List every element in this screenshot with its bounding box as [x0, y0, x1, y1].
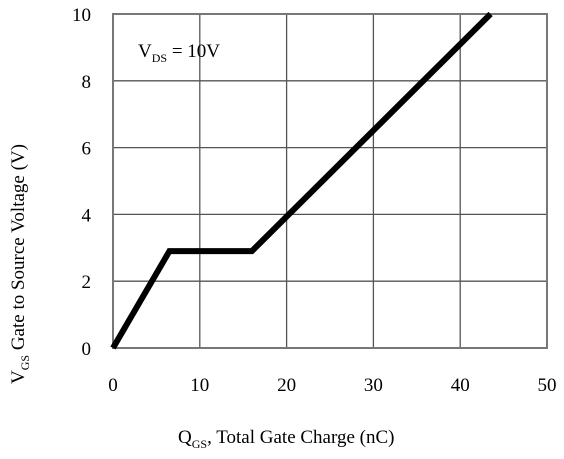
y-tick-label: 4 [82, 205, 92, 226]
x-tick-label: 40 [451, 375, 470, 396]
x-axis-label-subscript: GS [192, 437, 207, 451]
grid [112, 13, 548, 349]
y-axis-label-subscript: GS [18, 355, 32, 370]
y-tick-label: 8 [82, 72, 92, 93]
annotation-main: V [138, 41, 152, 62]
gate-charge-curve [110, 11, 493, 350]
vds-annotation: VDS = 10V [138, 41, 220, 65]
y-tick-label: 10 [72, 5, 91, 26]
x-tick-label: 0 [108, 375, 118, 396]
x-axis-label-rest: , Total Gate Charge (nC) [207, 427, 394, 448]
x-axis-label-main: Q [178, 427, 192, 448]
y-axis-label-rest: Gate to Source Voltage (V) [8, 144, 29, 355]
x-tick-label: 10 [190, 375, 209, 396]
y-tick-labels: 0 2 4 6 8 10 [72, 5, 92, 360]
plot-frame [112, 13, 548, 349]
x-axis-label: QGS, Total Gate Charge (nC) [178, 427, 394, 451]
x-tick-label: 50 [538, 375, 557, 396]
y-tick-label: 2 [82, 272, 92, 293]
annotation-subscript: DS [152, 51, 167, 65]
annotation-rest: = 10V [167, 41, 220, 62]
x-tick-labels: 0 10 20 30 40 50 [108, 375, 556, 396]
x-tick-label: 20 [277, 375, 296, 396]
y-axis-label: VGS Gate to Source Voltage (V) [8, 144, 32, 384]
x-tick-label: 30 [364, 375, 383, 396]
y-axis-label-main: V [8, 370, 29, 384]
y-tick-label: 6 [82, 139, 92, 160]
y-tick-label: 0 [82, 339, 92, 360]
